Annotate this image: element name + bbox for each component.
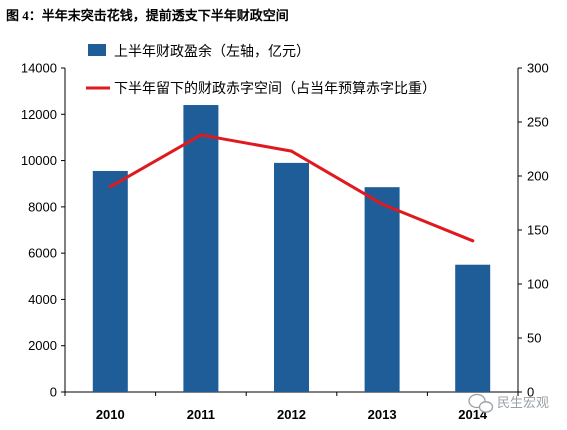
line-point-2013 [380, 202, 384, 206]
bar-2013 [364, 187, 400, 392]
line-point-2010 [108, 185, 112, 189]
y-left-tick-label: 10000 [21, 153, 57, 168]
y-right-tick-label: 150 [527, 223, 549, 238]
x-tick-label: 2013 [368, 407, 397, 422]
y-left-tick-label: 8000 [28, 199, 57, 214]
watermark-text: 民生宏观 [497, 396, 549, 411]
y-right-tick-label: 300 [527, 61, 549, 76]
legend-label-line: 下半年留下的财政赤字空间（占当年预算赤字比重） [114, 81, 436, 97]
line-series [108, 133, 475, 243]
y-left-tick-label: 12000 [21, 107, 57, 122]
legend-swatch-bar [88, 44, 106, 56]
watermark: 民生宏观 [468, 393, 549, 413]
bar-2011 [183, 105, 219, 393]
wechat-icon [468, 393, 494, 413]
y-right-tick-label: 50 [527, 331, 541, 346]
y-left-tick-label: 14000 [21, 61, 57, 76]
x-tick-label: 2011 [187, 407, 215, 422]
bar-2010 [92, 170, 128, 392]
x-axis-labels: 2010 2011 2012 2013 2014 [96, 407, 488, 422]
y-left-tick-label: 0 [50, 385, 57, 400]
bar-2014 [455, 264, 491, 392]
bar-series [92, 105, 491, 393]
axes: 0 2000 4000 6000 8000 10000 12000 14000 0 50 100 15… [21, 61, 549, 400]
y-right-tick-label: 250 [527, 115, 549, 130]
y-right-tick-label: 0 [527, 385, 534, 400]
line-point-2014 [471, 239, 475, 243]
y-right-tick-label: 100 [527, 277, 549, 292]
y-right-tick-label: 200 [527, 169, 549, 184]
bar-2012 [274, 162, 309, 392]
y-left-tick-label: 6000 [28, 246, 57, 261]
line-point-2011 [199, 133, 203, 137]
legend-label-bar: 上半年财政盈余（左轴，亿元） [114, 43, 310, 60]
x-tick-label: 2010 [96, 407, 125, 422]
chart-title: 图 4：半年末突击花钱，提前透支下半年财政空间 [6, 8, 289, 23]
x-tick-label: 2012 [277, 407, 306, 422]
y-left-tick-label: 4000 [28, 292, 57, 307]
legend: 上半年财政盈余（左轴，亿元） 下半年留下的财政赤字空间（占当年预算赤字比重） [86, 43, 436, 97]
line-point-2012 [290, 149, 293, 153]
y-left-tick-label: 2000 [28, 338, 57, 353]
